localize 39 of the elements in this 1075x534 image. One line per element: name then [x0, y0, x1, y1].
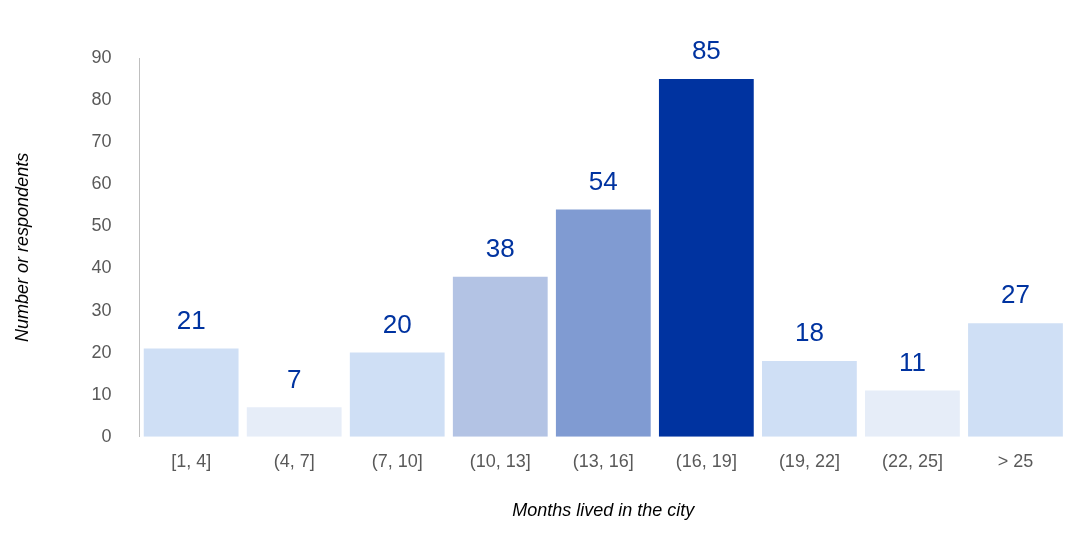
- data-label: 85: [691, 35, 721, 66]
- bar: [865, 390, 960, 437]
- x-tick-label: (19, 22]: [778, 450, 840, 471]
- bar: [143, 348, 239, 437]
- x-tick-label: (7, 10]: [371, 450, 423, 471]
- y-tick-label: 90: [91, 46, 112, 67]
- bar: [555, 209, 651, 437]
- x-tick-label: (22, 25]: [881, 450, 943, 471]
- bar: [349, 352, 445, 437]
- bar: [762, 361, 857, 437]
- y-tick-label: 60: [91, 173, 112, 194]
- data-label: 27: [1001, 279, 1030, 310]
- data-label: 18: [794, 317, 824, 348]
- data-label: 54: [588, 165, 618, 196]
- data-label: 20: [382, 308, 412, 339]
- x-tick-label: (10, 13]: [469, 450, 531, 471]
- data-label: 21: [176, 304, 206, 335]
- x-tick-label: > 25: [997, 450, 1034, 471]
- bar: [968, 323, 1063, 437]
- y-axis-title: Number or respondents: [11, 152, 32, 342]
- bar: [452, 276, 548, 437]
- y-tick-label: 50: [91, 215, 112, 236]
- y-tick-label: 20: [91, 341, 112, 362]
- bar: [246, 407, 342, 437]
- data-label: 7: [286, 363, 302, 394]
- y-tick-label: 40: [91, 257, 112, 278]
- x-tick-label: [1, 4]: [171, 450, 212, 471]
- data-label: 11: [898, 346, 926, 377]
- x-tick-label: (4, 7]: [273, 450, 315, 471]
- bar: [658, 79, 754, 437]
- x-tick-label: (16, 19]: [675, 450, 737, 471]
- y-tick-label: 30: [91, 299, 112, 320]
- y-tick-label: 0: [101, 425, 112, 446]
- x-tick-label: (13, 16]: [572, 450, 634, 471]
- y-tick-label: 70: [91, 131, 112, 152]
- x-axis-title: Months lived in the city: [512, 500, 696, 521]
- y-tick-label: 10: [91, 383, 112, 404]
- data-label: 38: [485, 233, 515, 264]
- y-tick-label: 80: [91, 89, 112, 110]
